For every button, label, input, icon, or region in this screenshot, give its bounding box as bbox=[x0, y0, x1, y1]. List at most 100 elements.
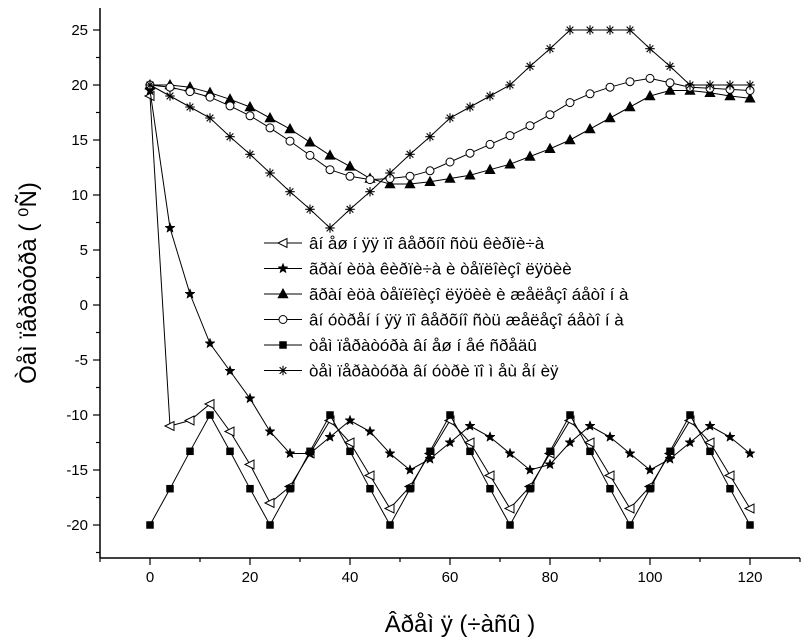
marker-stroke bbox=[166, 92, 174, 100]
marker bbox=[465, 148, 475, 158]
marker bbox=[464, 169, 476, 180]
marker-stroke bbox=[726, 81, 734, 89]
x-tick-label: 80 bbox=[542, 569, 559, 586]
marker bbox=[385, 168, 395, 178]
marker-stroke bbox=[506, 81, 514, 89]
marker bbox=[745, 80, 755, 90]
marker bbox=[345, 171, 355, 181]
marker bbox=[546, 447, 554, 456]
y-tick-label: 5 bbox=[80, 242, 88, 259]
marker bbox=[544, 458, 556, 470]
marker bbox=[504, 158, 516, 169]
marker bbox=[286, 484, 294, 493]
marker bbox=[264, 425, 276, 437]
marker bbox=[603, 470, 615, 481]
marker bbox=[366, 484, 374, 493]
marker bbox=[244, 100, 256, 112]
y-tick-label: -20 bbox=[66, 517, 88, 534]
marker bbox=[386, 521, 394, 529]
marker bbox=[525, 121, 535, 131]
marker bbox=[184, 288, 196, 299]
marker-stroke bbox=[686, 81, 694, 89]
marker bbox=[185, 87, 195, 97]
marker bbox=[304, 136, 316, 147]
marker bbox=[363, 470, 375, 481]
marker bbox=[183, 415, 195, 426]
series-group bbox=[143, 25, 756, 529]
y-tick-label: -10 bbox=[66, 407, 88, 424]
marker bbox=[206, 411, 214, 419]
legend-item: ãðàí èöà òåïëîèçî ëÿöèè è æåëåçî áåòî í … bbox=[264, 285, 629, 304]
marker bbox=[484, 431, 496, 442]
marker bbox=[605, 82, 615, 92]
marker bbox=[665, 61, 675, 72]
legend: âí åø í ÿÿ ïî âåðõíî ñòü êèðïè÷à ãðàí èöà… bbox=[264, 234, 629, 381]
marker bbox=[165, 91, 175, 101]
marker bbox=[586, 447, 594, 456]
marker bbox=[404, 177, 416, 189]
marker bbox=[744, 92, 756, 103]
marker bbox=[605, 25, 615, 35]
marker bbox=[383, 503, 395, 514]
x-tick-label: 0 bbox=[146, 569, 154, 586]
marker bbox=[364, 425, 376, 437]
marker bbox=[204, 337, 216, 349]
y-tick-label: 20 bbox=[71, 77, 88, 94]
marker bbox=[224, 365, 236, 376]
series-3 bbox=[144, 78, 756, 189]
marker bbox=[185, 102, 195, 112]
series-5 bbox=[146, 411, 754, 529]
marker bbox=[666, 447, 674, 456]
marker-stroke bbox=[226, 132, 234, 141]
marker-stroke bbox=[566, 26, 574, 34]
marker bbox=[446, 411, 454, 419]
marker bbox=[544, 142, 556, 154]
marker bbox=[265, 168, 275, 178]
marker bbox=[524, 150, 536, 161]
legend-item: ãðàí èöà êèðïè÷à è òåïëîèçî ëÿöèè bbox=[264, 260, 572, 279]
marker bbox=[706, 447, 714, 456]
marker-stroke bbox=[646, 44, 654, 53]
legend-item: âí åø í ÿÿ ïî âåðõíî ñòü êèðïè÷à bbox=[264, 234, 545, 253]
marker-stroke bbox=[526, 62, 534, 71]
marker bbox=[404, 464, 416, 475]
y-axis-title: Òåì ïåðàòóðà ( ⁰Ñ) bbox=[15, 182, 42, 384]
marker bbox=[705, 80, 715, 90]
marker-stroke bbox=[486, 92, 494, 100]
x-tick-label: 40 bbox=[342, 569, 359, 586]
marker bbox=[483, 470, 495, 481]
marker bbox=[624, 447, 636, 459]
marker bbox=[525, 61, 535, 72]
marker bbox=[486, 484, 494, 493]
marker bbox=[565, 25, 575, 35]
marker bbox=[746, 521, 754, 529]
legend-label: òåì ïåðàòóðà âí åø í åé ñðåäû bbox=[309, 336, 537, 355]
marker bbox=[324, 431, 336, 442]
marker-stroke bbox=[586, 26, 594, 34]
marker bbox=[279, 341, 287, 349]
marker bbox=[285, 186, 295, 197]
marker bbox=[726, 484, 734, 493]
marker bbox=[724, 89, 736, 101]
marker bbox=[284, 447, 296, 459]
y-tick-label: 0 bbox=[80, 297, 88, 314]
legend-item: òåì ïåðàòóðà âí óòðè ïî ì åù åí èÿ bbox=[264, 362, 559, 381]
marker bbox=[205, 113, 215, 123]
marker-stroke bbox=[706, 81, 714, 89]
marker-stroke bbox=[326, 224, 334, 232]
marker bbox=[465, 102, 475, 112]
marker-stroke bbox=[366, 187, 374, 196]
marker bbox=[243, 459, 255, 470]
marker bbox=[285, 136, 295, 146]
marker bbox=[625, 77, 635, 87]
marker bbox=[344, 414, 356, 426]
marker bbox=[645, 73, 655, 83]
marker bbox=[485, 91, 495, 101]
legend-label: ãðàí èöà êèðïè÷à è òåïëîèçî ëÿöèè bbox=[309, 260, 572, 279]
marker bbox=[583, 437, 595, 448]
marker bbox=[463, 437, 475, 448]
y-tick-label: 25 bbox=[71, 22, 88, 39]
marker bbox=[166, 484, 174, 493]
marker bbox=[343, 437, 355, 448]
marker bbox=[485, 139, 495, 149]
